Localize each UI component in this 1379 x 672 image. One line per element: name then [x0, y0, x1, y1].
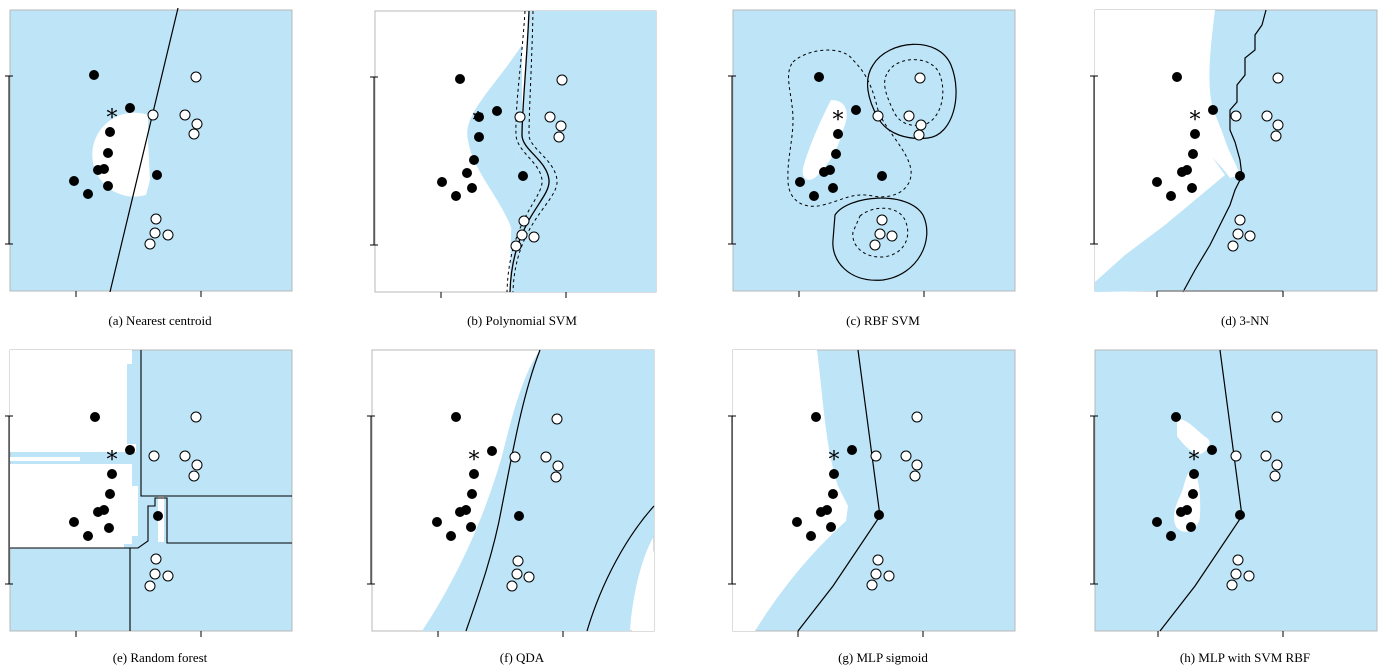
y-axis [728, 415, 736, 585]
region-white-middle [10, 464, 138, 548]
plot-mlp-sigmoid: * [728, 349, 1016, 637]
query-point-marker: * [107, 448, 118, 473]
class-b-points [866, 411, 923, 591]
decision-boundary [797, 349, 881, 632]
plot-random-forest: * [5, 349, 293, 637]
class-b-points [510, 74, 568, 252]
caption: (e) Random forest [112, 650, 208, 665]
decision-boundary [1159, 349, 1243, 632]
class-a-points [69, 412, 163, 541]
y-axis [367, 415, 375, 585]
class-b-points [144, 411, 203, 592]
panel-mlp-sigmoid: * (g) MLP sigmoid [723, 336, 1043, 672]
panel-qda: * (f) QDA [362, 336, 682, 672]
panel-3-nn: * (d) 3-NN [1085, 0, 1379, 336]
region-white-strip [10, 457, 80, 461]
panel-polynomial-svm: * (b) Polynomial SVM [362, 0, 682, 336]
decision-boundary-upper-right [866, 43, 957, 140]
x-axis-ticks [798, 291, 925, 297]
x-axis-ticks [75, 291, 202, 297]
class-b-points [144, 71, 203, 250]
y-axis [728, 75, 736, 245]
query-point-marker: * [1189, 448, 1200, 473]
decision-region-white-upper [1150, 10, 1240, 178]
split-line-vertical [140, 350, 292, 497]
decision-boundary-right [586, 505, 655, 632]
margin-line-right [512, 10, 558, 293]
x-axis-ticks [437, 631, 564, 637]
caption: (c) RBF SVM [846, 313, 920, 328]
class-b-points [1227, 72, 1284, 252]
decision-region [422, 350, 654, 631]
split-line-step [129, 497, 292, 631]
x-axis-ticks [1156, 291, 1284, 297]
query-point-marker: * [833, 108, 844, 133]
decision-boundary-left [465, 349, 541, 632]
class-b-points [869, 72, 927, 251]
margin-line-lower [852, 207, 909, 258]
caption: (g) MLP sigmoid [838, 650, 928, 665]
decision-region-hole [802, 100, 847, 180]
y-axis [5, 415, 13, 585]
plot-3-nn: * [1090, 9, 1378, 297]
class-a-points [69, 70, 162, 199]
class-a-points [437, 74, 528, 201]
class-a-points [432, 412, 524, 541]
query-point-marker: * [107, 106, 118, 131]
region-white-top [10, 350, 136, 452]
decision-boundary-lower [832, 197, 928, 281]
y-axis [1090, 415, 1098, 585]
decision-boundary [109, 7, 179, 293]
decision-boundary [1182, 9, 1267, 293]
class-a-points [1152, 72, 1245, 201]
decision-region-white [1095, 10, 1225, 282]
decision-region-bulge [467, 45, 522, 230]
plot-qda: * [367, 349, 655, 637]
class-a-points [795, 72, 887, 201]
query-point-marker: * [469, 448, 480, 473]
panel-mlp-svm-rbf: * (h) MLP with SVM RBF [1085, 336, 1379, 672]
decision-region [510, 11, 656, 292]
x-axis-ticks [75, 631, 202, 637]
class-a-points [792, 412, 884, 541]
decision-region-hole-upper [1177, 419, 1210, 455]
caption: (b) Polynomial SVM [467, 313, 577, 328]
caption: (a) Nearest centroid [108, 313, 212, 328]
decision-region-lower-left [1095, 176, 1240, 292]
query-point-marker: * [473, 109, 484, 134]
panel-random-forest: * (e) Random forest [0, 336, 320, 672]
caption: (d) 3-NN [1220, 313, 1269, 328]
class-b-points [506, 413, 564, 592]
caption: (f) QDA [499, 650, 545, 665]
class-b-points [1226, 411, 1283, 591]
x-axis-ticks [440, 292, 567, 298]
panel-rbf-svm: * (c) RBF SVM [723, 0, 1043, 336]
plot-mlp-svm-rbf: * [1090, 349, 1378, 637]
query-point-marker: * [829, 448, 840, 473]
plot-nearest-centroid: * [5, 7, 293, 297]
decision-region [1094, 349, 1378, 632]
y-axis [5, 75, 13, 245]
panel-nearest-centroid: * (a) Nearest centroid [0, 0, 320, 336]
plot-polynomial-svm: * [370, 10, 657, 298]
decision-region-corner [632, 551, 654, 631]
class-a-points [1152, 412, 1245, 541]
x-axis-ticks [797, 631, 924, 637]
plot-rbf-svm: * [728, 9, 1016, 297]
y-axis [370, 76, 378, 246]
x-axis-ticks [1157, 631, 1284, 637]
caption: (h) MLP with SVM RBF [1179, 650, 1311, 665]
y-axis [1090, 75, 1098, 245]
query-point-marker: * [1190, 108, 1201, 133]
